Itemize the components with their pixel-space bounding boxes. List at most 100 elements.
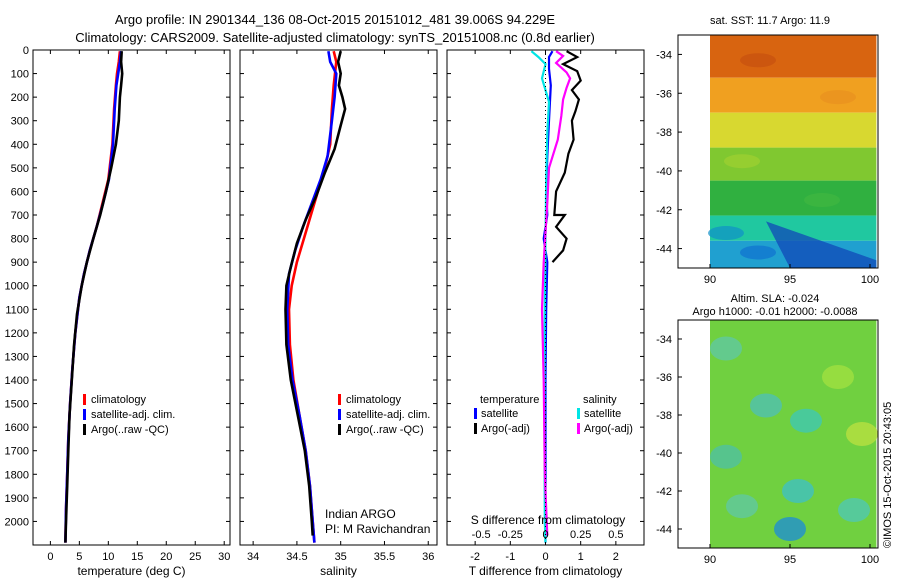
- depth-tick-label: 1600: [5, 422, 29, 434]
- sla-texture-4: [710, 444, 742, 469]
- depth-tick-label: 700: [11, 210, 29, 222]
- sst-texture-3: [804, 193, 840, 208]
- temperature-xtick-label: 30: [218, 551, 230, 563]
- depth-tick-label: 1000: [5, 281, 29, 293]
- map-ytick-label: -40: [656, 448, 672, 460]
- temperature-axes-frame: [32, 49, 231, 546]
- figure-title-line2: Climatology: CARS2009. Satellite-adjuste…: [75, 30, 595, 45]
- credit-line2: PI: M Ravichandran: [325, 522, 430, 536]
- legend-label: Argo(..raw -QC): [346, 424, 424, 436]
- sst-texture-5: [708, 226, 744, 241]
- sst-band-0: [710, 35, 877, 78]
- legend-swatch: [338, 394, 341, 405]
- salinity-axes-frame: [239, 49, 438, 546]
- sst-texture-2: [724, 154, 760, 169]
- temperature-xlabel: temperature (deg C): [77, 564, 185, 578]
- map-ytick-label: -36: [656, 372, 672, 384]
- depth-tick-label: 1200: [5, 328, 29, 340]
- temperature-series-2: [64, 51, 124, 543]
- map-xtick-label: 90: [704, 274, 716, 286]
- temperature-panel: 0100200300400500600700800900100011001200…: [5, 45, 231, 578]
- map-xtick-label: 100: [861, 274, 879, 286]
- map-ytick-label: -34: [656, 334, 672, 346]
- legend-label: Argo(..raw -QC): [91, 424, 169, 436]
- legend-swatch: [83, 424, 86, 435]
- sla-texture-3: [790, 408, 822, 433]
- sst-band-4: [710, 180, 877, 216]
- sla-texture-2: [822, 365, 854, 389]
- legend-swatch: [577, 408, 580, 419]
- map-xtick-label: 95: [784, 554, 796, 566]
- credit-line1: Indian ARGO: [325, 507, 396, 521]
- temperature-xtick-label: 0: [47, 551, 53, 563]
- sla-texture-5: [782, 479, 814, 503]
- legend-label: satellite: [584, 408, 621, 420]
- difference-xtick-label: 0: [542, 551, 548, 563]
- depth-tick-label: 900: [11, 257, 29, 269]
- depth-tick-label: 1900: [5, 493, 29, 505]
- sla-texture-7: [838, 498, 870, 522]
- map-xtick-label: 95: [784, 274, 796, 286]
- difference-series-3: [540, 50, 572, 536]
- salinity-diff-tick-label: -0.25: [498, 529, 523, 541]
- sla-texture-9: [726, 494, 758, 519]
- salinity-diff-xlabel: S difference from climatology: [471, 513, 626, 527]
- sst-band-2: [710, 112, 877, 148]
- legend-label: Argo(-adj): [481, 423, 530, 435]
- depth-tick-label: 1400: [5, 375, 29, 387]
- salinity-xtick-label: 36: [422, 551, 434, 563]
- map-xtick-label: 90: [704, 554, 716, 566]
- sla-texture-1: [750, 393, 782, 418]
- depth-tick-label: 400: [11, 139, 29, 151]
- map-ytick-label: -44: [656, 524, 672, 536]
- temperature-xtick-label: 5: [76, 551, 82, 563]
- sla-texture-6: [774, 517, 806, 541]
- depth-tick-label: 2000: [5, 516, 29, 528]
- legend-swatch: [83, 394, 86, 405]
- depth-tick-label: 1700: [5, 446, 29, 458]
- depth-tick-label: 600: [11, 186, 29, 198]
- depth-tick-label: 1800: [5, 469, 29, 481]
- sst-texture-1: [820, 90, 856, 105]
- legend-label: satellite-adj. clim.: [91, 409, 175, 421]
- sla-texture-0: [710, 336, 742, 361]
- map-ytick-label: -40: [656, 166, 672, 178]
- temperature-xtick-label: 10: [102, 551, 114, 563]
- salinity-panel: 34 34.5 35 35.5 36 salinity climatology satelli…: [239, 49, 438, 578]
- sst-texture-0: [740, 53, 776, 68]
- sst-texture-4: [740, 245, 776, 260]
- map-ytick-label: -34: [656, 49, 672, 61]
- salinity-diff-tick-label: 0.25: [570, 529, 591, 541]
- map-ytick-label: -38: [656, 410, 672, 422]
- depth-tick-label: 200: [11, 92, 29, 104]
- salinity-xlabel: salinity: [320, 564, 357, 578]
- legend-swatch: [83, 409, 86, 420]
- legend-label: climatology: [346, 394, 402, 406]
- difference-panel: -2 -1 0 1 2T difference from climatology -0.5…: [446, 49, 645, 578]
- depth-tick-label: 100: [11, 69, 29, 81]
- sla-map-title-line2: Argo h1000: -0.01 h2000: -0.0088: [692, 306, 857, 318]
- legend-swatch: [338, 409, 341, 420]
- map-ytick-label: -42: [656, 205, 672, 217]
- salinity-xtick-label: 35.5: [374, 551, 395, 563]
- difference-xtick-label: 2: [613, 551, 619, 563]
- legend-label: Argo(-adj): [584, 423, 633, 435]
- difference-xtick-label: -1: [505, 551, 515, 563]
- salinity-diff-tick-label: 0: [542, 529, 548, 541]
- map-frame: [677, 34, 879, 269]
- temperature-xtick-label: 15: [131, 551, 143, 563]
- difference-xtick-label: 1: [578, 551, 584, 563]
- temperature-xtick-label: 20: [160, 551, 172, 563]
- salinity-diff-tick-label: 0.5: [608, 529, 623, 541]
- legend-title-temperature: temperature: [480, 394, 539, 406]
- difference-xlabel: T difference from climatology: [469, 564, 623, 578]
- depth-tick-label: 300: [11, 116, 29, 128]
- imos-watermark: ©IMOS 15-Oct-2015 20:43:05: [882, 402, 894, 548]
- figure-title-line1: Argo profile: IN 2901344_136 08-Oct-2015…: [115, 12, 556, 27]
- sst-map-title: sat. SST: 11.7 Argo: 11.9: [710, 15, 830, 27]
- legend-label: satellite: [481, 408, 518, 420]
- sla-map-title-line1: Altim. SLA: -0.024: [731, 293, 820, 305]
- depth-tick-label: 800: [11, 234, 29, 246]
- map-ytick-label: -42: [656, 486, 672, 498]
